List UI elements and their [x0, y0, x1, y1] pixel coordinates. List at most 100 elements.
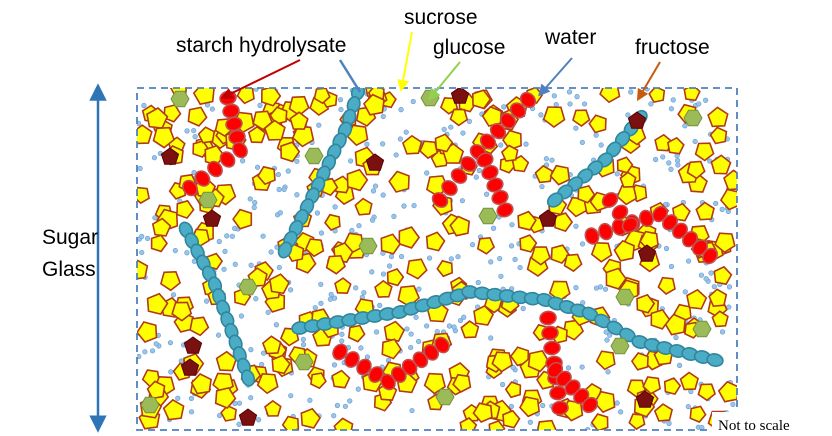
water	[412, 203, 417, 208]
water	[371, 189, 376, 194]
water	[674, 335, 679, 340]
water	[727, 285, 732, 290]
water	[332, 363, 337, 368]
water	[452, 325, 457, 330]
water	[566, 366, 571, 371]
water	[447, 324, 452, 329]
sucrose	[696, 203, 714, 220]
water	[365, 142, 370, 147]
water	[598, 285, 603, 290]
sucrose	[451, 109, 468, 125]
water	[142, 103, 147, 108]
water	[353, 286, 358, 291]
sucrose	[600, 83, 619, 102]
water	[599, 143, 604, 148]
water	[319, 231, 324, 236]
sucrose	[649, 87, 664, 102]
sucrose	[573, 110, 590, 126]
water	[449, 257, 454, 262]
water	[491, 226, 496, 231]
water	[139, 234, 144, 239]
sucrose	[681, 373, 699, 390]
water	[256, 417, 261, 422]
water	[404, 130, 409, 135]
water	[484, 192, 489, 197]
water	[216, 333, 221, 338]
water	[666, 161, 671, 166]
sucrose	[133, 188, 149, 204]
water	[380, 142, 385, 147]
water	[288, 288, 293, 293]
water	[686, 259, 691, 264]
water	[356, 387, 361, 392]
water	[369, 270, 374, 275]
sucrose	[199, 127, 215, 143]
sucrose	[478, 238, 494, 254]
sucrose	[719, 382, 739, 402]
water	[224, 234, 229, 239]
water	[424, 171, 429, 176]
glucose	[199, 192, 217, 208]
diagram: starch hydrolysate sucrose glucose water…	[0, 0, 832, 436]
page: starch hydrolysate sucrose glucose water…	[0, 0, 832, 436]
water	[232, 226, 237, 231]
water	[603, 287, 608, 292]
water	[233, 262, 238, 267]
water	[731, 402, 736, 407]
water	[253, 296, 258, 301]
water	[552, 94, 557, 99]
water	[676, 163, 681, 168]
water	[230, 234, 235, 239]
water	[335, 403, 340, 408]
water	[653, 157, 658, 162]
sucrose	[544, 107, 565, 127]
water	[319, 301, 324, 306]
water	[499, 274, 504, 279]
water	[185, 250, 190, 255]
starch-chain	[597, 222, 614, 241]
water	[500, 382, 505, 387]
water	[210, 107, 215, 112]
arrow	[402, 32, 412, 86]
sucrose	[347, 170, 367, 191]
water	[424, 324, 429, 329]
water	[720, 330, 725, 335]
water	[477, 168, 482, 173]
glucose	[305, 148, 323, 164]
water	[554, 102, 559, 107]
sucrose	[537, 421, 557, 436]
water	[580, 365, 585, 370]
water	[357, 223, 362, 228]
sucrose	[632, 353, 648, 370]
water	[154, 342, 159, 347]
water	[278, 210, 283, 215]
water	[193, 134, 198, 139]
water	[288, 393, 293, 398]
fructose	[451, 87, 468, 103]
sucrose	[385, 322, 405, 342]
water	[168, 340, 173, 345]
water	[580, 140, 585, 145]
water	[139, 250, 144, 255]
water	[580, 242, 585, 247]
water	[448, 125, 453, 130]
water	[301, 337, 306, 342]
water	[381, 114, 386, 119]
sucrose	[389, 172, 409, 193]
water	[389, 254, 394, 259]
water	[338, 97, 343, 102]
water	[667, 421, 672, 426]
water	[405, 327, 410, 332]
water	[258, 103, 263, 108]
water	[319, 282, 324, 287]
water	[606, 369, 611, 374]
water	[574, 126, 579, 131]
water	[604, 330, 609, 335]
water	[315, 211, 320, 216]
sucrose	[696, 143, 714, 160]
water	[488, 260, 493, 265]
label: starch hydrolysate	[176, 34, 346, 57]
water	[331, 413, 336, 418]
water	[409, 332, 414, 337]
sucrose	[164, 400, 184, 420]
